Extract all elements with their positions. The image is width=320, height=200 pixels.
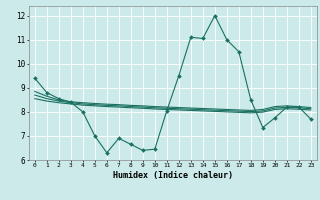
X-axis label: Humidex (Indice chaleur): Humidex (Indice chaleur) <box>113 171 233 180</box>
